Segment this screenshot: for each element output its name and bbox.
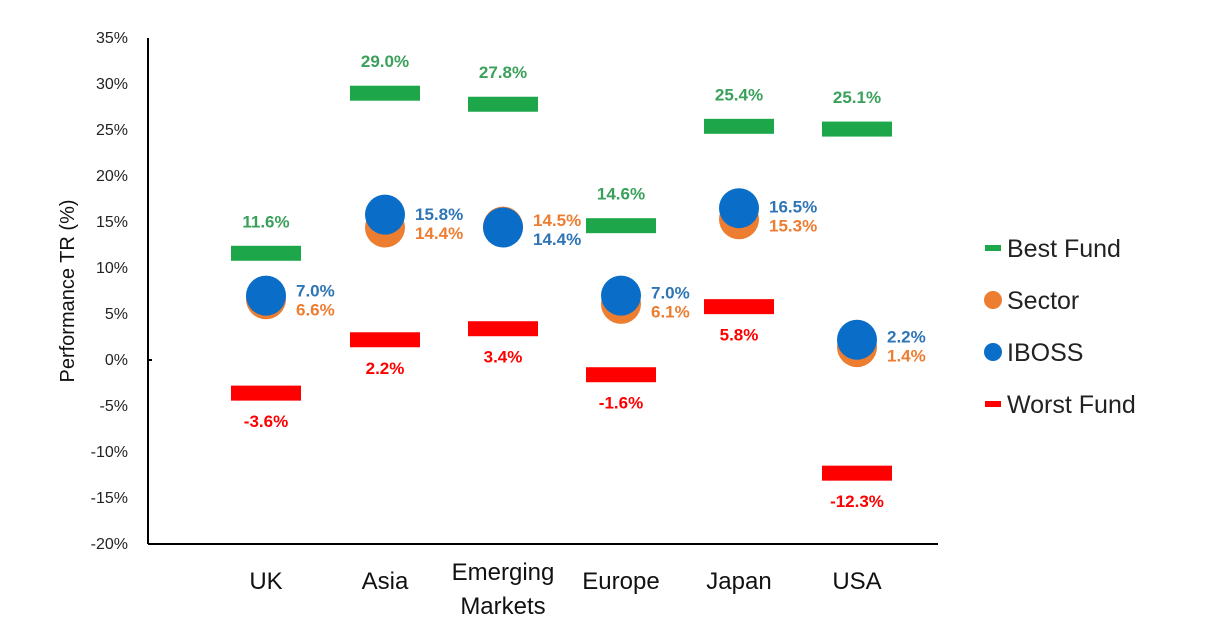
y-tick-label: -10% [91, 444, 128, 461]
best-fund-marker [822, 121, 892, 137]
y-tick-label: 5% [105, 306, 128, 323]
worst-fund-label: -12.3% [830, 492, 884, 511]
best-fund-label: 25.1% [833, 88, 881, 107]
legend-swatch [984, 291, 1002, 309]
iboss-marker [719, 188, 759, 229]
legend-swatch [985, 245, 1001, 251]
sector-label: 1.4% [887, 346, 926, 365]
worst-fund-marker [468, 321, 538, 337]
worst-fund-marker [822, 465, 892, 481]
data-labels: 11.6% 29.0% 27.8% 14.6% 25.4% 25.1% -3.6% 2.2% 3… [242, 52, 925, 511]
iboss-label: 16.5% [769, 198, 817, 217]
best-fund-label: 11.6% [242, 212, 289, 231]
sector-label: 6.1% [651, 303, 690, 322]
best-fund-label: 25.4% [715, 85, 763, 104]
y-tick-label: 0% [105, 352, 128, 369]
x-tick-label: Emerging [452, 559, 555, 586]
iboss-label: 14.4% [533, 230, 581, 249]
legend-label: IBOSS [1007, 339, 1083, 367]
worst-fund-label: 3.4% [484, 348, 523, 367]
best-fund-marker [704, 118, 774, 134]
x-tick-label: Europe [582, 568, 659, 595]
x-tick-label: UK [249, 568, 282, 595]
legend-label: Worst Fund [1007, 391, 1136, 419]
iboss-marker [365, 194, 405, 235]
y-tick-label: 35% [96, 30, 128, 47]
iboss-label: 15.8% [415, 205, 463, 224]
iboss-marker [483, 207, 523, 248]
best-fund-marker [350, 85, 420, 101]
x-tick-label: Asia [362, 568, 409, 595]
y-tick-label: 25% [96, 122, 128, 139]
legend-swatch [985, 401, 1001, 407]
y-tick-label: 20% [96, 168, 128, 185]
iboss-label: 7.0% [296, 281, 335, 300]
y-tick-label: -5% [100, 398, 128, 415]
y-tick-label: -20% [91, 536, 128, 553]
sector-label: 14.5% [533, 211, 581, 230]
best-fund-label: 14.6% [597, 185, 645, 204]
iboss-label: 2.2% [887, 327, 926, 346]
iboss-marker [246, 275, 286, 316]
legend-label: Sector [1007, 287, 1079, 315]
y-axis-title: Performance TR (%) [57, 199, 79, 382]
best-fund-label: 29.0% [361, 52, 409, 71]
worst-fund-label: 5.8% [720, 326, 759, 345]
sector-label: 14.4% [415, 224, 463, 243]
x-tick-label: Japan [706, 568, 771, 595]
y-tick-label: 10% [96, 260, 128, 277]
sector-label: 6.6% [296, 300, 335, 319]
y-tick-label: 15% [96, 214, 128, 231]
legend: Best Fund Sector IBOSS Worst Fund [984, 235, 1136, 419]
worst-fund-marker [704, 299, 774, 315]
worst-fund-label: 2.2% [366, 359, 405, 378]
y-tick-label: -15% [91, 490, 128, 507]
axes: -20% -15% -10% -5% 0% 5% 10% 15% 20% 25% 30% 35% Per… [57, 30, 938, 620]
y-tick-label: 30% [96, 76, 128, 93]
sector-label: 15.3% [769, 217, 817, 236]
best-fund-marker [586, 218, 656, 234]
worst-fund-marker [231, 385, 301, 401]
iboss-label: 7.0% [651, 284, 690, 303]
legend-label: Best Fund [1007, 235, 1121, 263]
iboss-marker [601, 275, 641, 316]
x-tick-label: Markets [460, 593, 545, 620]
legend-swatch [984, 343, 1002, 361]
best-fund-marker [468, 96, 538, 112]
worst-fund-marker [350, 332, 420, 348]
worst-fund-label: -3.6% [244, 412, 288, 431]
chart-marks [231, 85, 892, 481]
worst-fund-marker [586, 367, 656, 383]
best-fund-marker [231, 245, 301, 261]
x-tick-label: USA [832, 568, 881, 595]
best-fund-label: 27.8% [479, 63, 527, 82]
iboss-marker [837, 319, 877, 360]
worst-fund-label: -1.6% [599, 394, 643, 413]
